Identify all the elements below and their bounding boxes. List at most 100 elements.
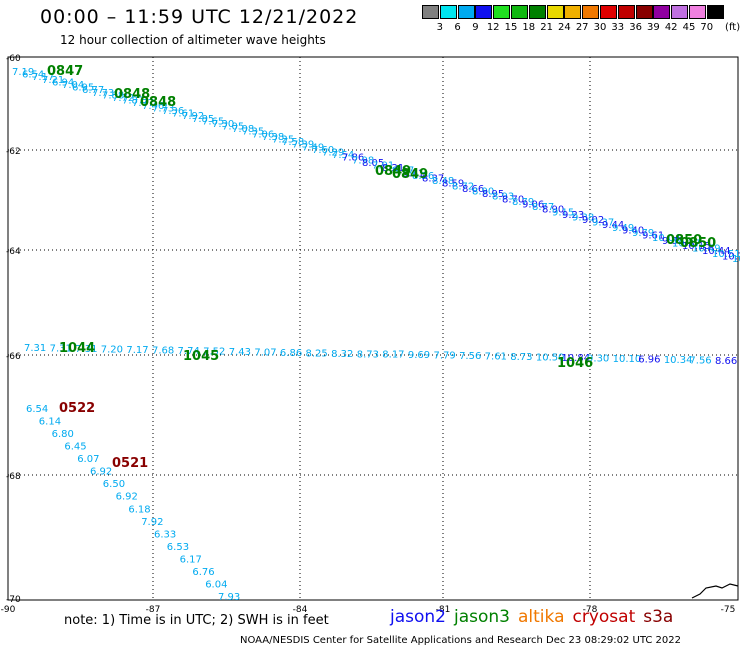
wave-height-label: 7.92	[141, 517, 163, 528]
wave-height-label: 8.95	[482, 189, 504, 200]
wave-height-label: 6.54	[26, 404, 48, 415]
wave-height-label: 9.61	[642, 231, 664, 242]
wave-height-label: 7.21	[42, 75, 64, 86]
pass-time-label: 0848	[114, 87, 150, 102]
wave-height-label: 8.73	[510, 352, 532, 363]
wave-height-label: 8.90	[542, 205, 564, 216]
wave-height-label: 9.49	[612, 223, 634, 234]
wave-height-label: 9.44	[602, 220, 624, 231]
wave-height-label: 7.43	[229, 347, 251, 358]
wave-height-label: 6.33	[154, 529, 176, 540]
wave-height-label: 8.66	[715, 356, 737, 367]
wave-height-label: 7.19	[12, 67, 34, 78]
pass-time-label: 0850	[666, 233, 702, 248]
legend-label: 6	[454, 22, 461, 33]
wave-height-label: 8.72	[452, 181, 474, 192]
wave-height-label: 6.53	[167, 542, 189, 553]
wave-height-label: 7.77	[132, 98, 154, 109]
wave-height-label: 10.10	[613, 354, 642, 365]
wave-height-label: 7.79	[433, 351, 455, 362]
wave-height-label: 8.25	[306, 348, 328, 359]
wave-height-label: 8.73	[357, 349, 379, 360]
wave-height-label: 6.95	[72, 83, 94, 94]
wave-height-label: 8.48	[432, 176, 454, 187]
footer-credit: NOAA/NESDIS Center for Satellite Applica…	[240, 635, 682, 646]
wave-height-label: 8.59	[442, 179, 464, 190]
satellite-s3a: s3a	[643, 607, 674, 627]
lat-label: -62	[6, 147, 21, 157]
wave-height-label: 8.93	[492, 192, 514, 203]
legend-swatch	[439, 5, 457, 19]
wave-height-label: 7.72	[112, 93, 134, 104]
pass-time-label: 0849	[375, 164, 411, 179]
legend-label: 36	[629, 22, 642, 33]
legend-label: 15	[504, 22, 518, 33]
wave-height-label: 8.70	[502, 194, 524, 205]
wave-height-label: 7.20	[101, 344, 123, 355]
lat-label: -64	[6, 247, 21, 257]
map-title: 00:00 – 11:59 UTC 12/21/2022	[40, 6, 359, 28]
legend-label: 27	[575, 22, 589, 33]
lon-label: -81	[436, 605, 451, 615]
legend-swatch	[653, 5, 671, 19]
wave-height-label: 7.73	[92, 88, 114, 99]
wave-height-label: 7.07	[254, 347, 276, 358]
wave-height-label: 8.26	[412, 171, 434, 182]
wave-height-label: 10.50	[536, 353, 565, 364]
wave-height-label: 9.38	[572, 212, 594, 223]
wave-height-label: 7.92	[182, 111, 204, 122]
wave-height-label: 7.17	[126, 345, 148, 356]
wave-height-label: 7.31	[24, 343, 46, 354]
wave-height-label: 10.51	[712, 249, 740, 260]
wave-height-label: 7.54	[332, 150, 354, 161]
wave-height-label: 7.60	[312, 145, 334, 156]
wave-height-label: 6.50	[103, 479, 125, 490]
wave-height-label: 7.73	[152, 103, 174, 114]
wave-height-label: 6.54	[22, 70, 44, 81]
wave-height-label: 6.86	[280, 348, 302, 359]
legend-swatch	[457, 5, 475, 19]
wave-height-label: 7.29	[322, 148, 344, 159]
wave-height-label: 8.37	[422, 173, 444, 184]
wave-height-label: 8.05	[362, 158, 384, 169]
wave-height-label: 7.88	[102, 90, 124, 101]
legend-label: 12	[486, 22, 500, 33]
wave-height-label: 8.79	[512, 197, 534, 208]
satellite-legend: jason2 jason3 altika cryosat s3a	[390, 607, 681, 627]
legend-swatch	[689, 5, 706, 19]
pass-time-label: 1046	[557, 356, 593, 371]
wave-height-label: 7.98	[352, 155, 374, 166]
coastline	[691, 583, 739, 599]
legend-swatch	[475, 5, 493, 19]
legend-unit: (ft)	[725, 22, 740, 33]
wave-height-label: 7.06	[252, 129, 274, 140]
wave-height-label: 7.85	[192, 114, 214, 125]
map-frame	[7, 56, 739, 601]
wave-height-label: 10.49	[692, 244, 721, 255]
wave-height-label: 8.17	[392, 166, 414, 177]
pass-time-label: 1045	[183, 349, 219, 364]
wave-height-label: 10.84	[561, 353, 590, 364]
wave-height-label: 7.87	[122, 96, 144, 107]
wave-height-label: 7.25	[272, 135, 294, 146]
wave-height-label: 9.40	[622, 225, 644, 236]
wave-height-label: 9.15	[552, 207, 574, 218]
wave-height-label: 7.58	[282, 137, 304, 148]
lon-label: -90	[1, 605, 16, 615]
legend-swatch	[511, 5, 528, 19]
footer-note: note: 1) Time is in UTC; 2) SWH is in fe…	[64, 613, 329, 628]
wave-height-label: 7.65	[202, 116, 224, 127]
wave-height-label: 7.56	[689, 356, 711, 367]
legend-swatch	[671, 5, 689, 19]
wave-height-label: 9.23	[562, 210, 584, 221]
wave-height-label: 10.44	[702, 246, 731, 257]
wave-height-label: 10.71	[722, 251, 740, 262]
wave-height-label: 7.91	[372, 161, 394, 172]
legend-swatch	[546, 5, 564, 19]
wave-height-label: 10.04	[652, 233, 681, 244]
wave-height-label: 8.77	[532, 202, 554, 213]
wave-height-label: 9.30	[587, 354, 609, 365]
legend-label: 21	[540, 22, 553, 33]
lat-label: -60	[6, 54, 21, 64]
